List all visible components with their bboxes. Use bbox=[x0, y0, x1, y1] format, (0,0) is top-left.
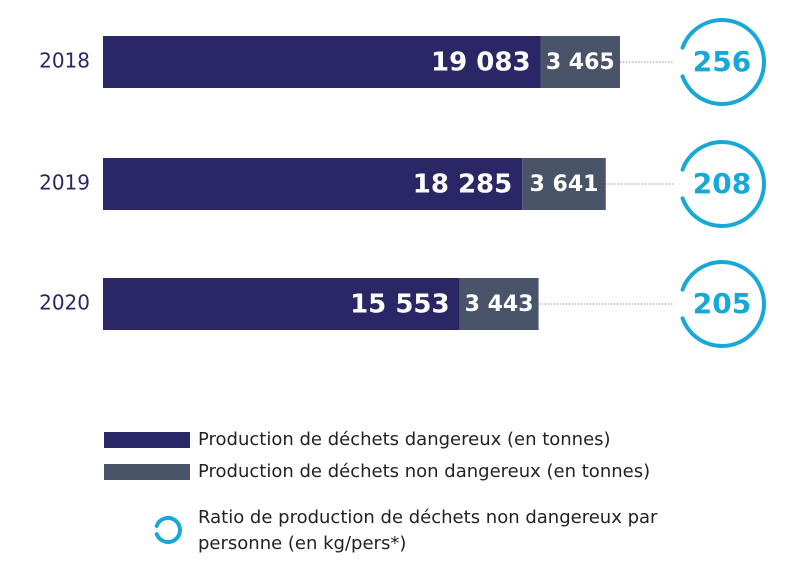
legend-swatch bbox=[104, 464, 190, 480]
bar-segment bbox=[459, 278, 539, 330]
ratio-label: 205 bbox=[693, 287, 751, 320]
legend-label: Production de déchets non dangereux (en … bbox=[198, 461, 650, 482]
ratio-ring bbox=[680, 140, 766, 228]
value-label: 3 443 bbox=[465, 292, 534, 317]
legend-label: Production de déchets dangereux (en tonn… bbox=[198, 429, 611, 450]
year-label: 2018 bbox=[39, 49, 90, 73]
ratio-label: 208 bbox=[693, 167, 751, 200]
ratio-ring bbox=[680, 260, 766, 348]
ratio-ring bbox=[680, 18, 766, 106]
value-label: 3 641 bbox=[530, 172, 599, 197]
value-label: 18 285 bbox=[413, 170, 513, 200]
legend-swatch bbox=[104, 432, 190, 448]
value-label: 19 083 bbox=[431, 48, 531, 78]
legend-ring bbox=[154, 516, 182, 544]
bar-segment bbox=[103, 36, 541, 88]
ratio-label: 256 bbox=[693, 45, 751, 78]
value-label: 3 465 bbox=[546, 50, 615, 75]
bar-segment bbox=[103, 158, 523, 210]
year-label: 2019 bbox=[39, 171, 90, 195]
bar-segment bbox=[540, 36, 620, 88]
legend-ratio-label: Ratio de production de déchets non dange… bbox=[198, 507, 658, 554]
bar-segment bbox=[103, 278, 460, 330]
value-label: 15 553 bbox=[350, 290, 450, 320]
year-label: 2020 bbox=[39, 291, 90, 315]
bar-segment bbox=[522, 158, 606, 210]
